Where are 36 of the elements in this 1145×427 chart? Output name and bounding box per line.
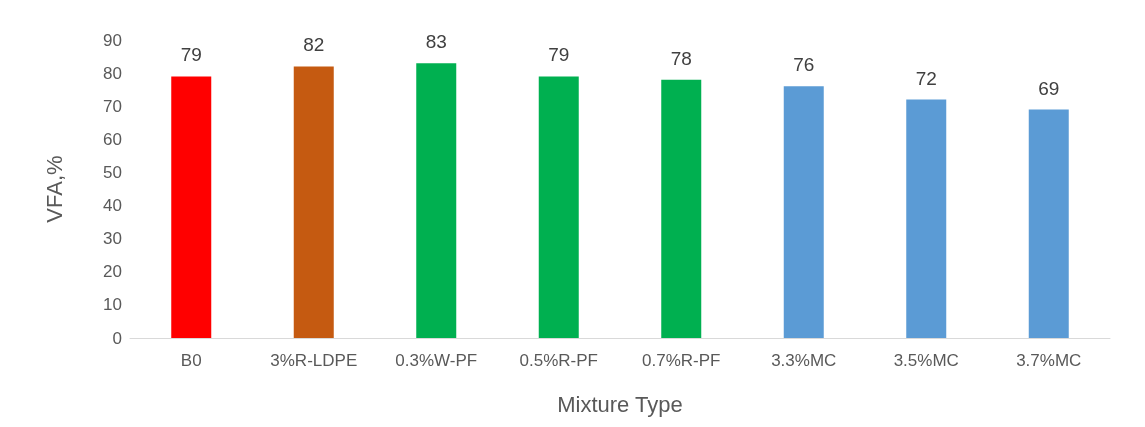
bar xyxy=(293,66,334,338)
x-tick-label: 3.7%MC xyxy=(1016,351,1082,370)
y-tick-label: 90 xyxy=(103,30,122,50)
x-axis-title: Mixture Type xyxy=(557,391,683,417)
bar xyxy=(906,99,947,338)
bar xyxy=(661,79,702,338)
y-tick-label: 70 xyxy=(103,96,122,116)
bar xyxy=(1028,109,1069,338)
data-label: 69 xyxy=(1038,77,1060,99)
x-tick-label: 3.5%MC xyxy=(893,351,959,370)
data-label: 78 xyxy=(670,47,692,69)
x-tick-label: 0.5%R-PF xyxy=(519,351,598,370)
y-tick-label: 30 xyxy=(103,229,122,249)
y-tick-label: 50 xyxy=(103,162,122,182)
data-label: 76 xyxy=(793,54,815,76)
y-tick-label: 20 xyxy=(103,262,122,282)
x-tick-label: B0 xyxy=(180,351,202,370)
x-tick-label: 3.3%MC xyxy=(771,351,837,370)
x-tick-label: 0.3%W-PF xyxy=(395,351,478,370)
data-label: 83 xyxy=(425,31,447,53)
data-label: 72 xyxy=(915,67,937,89)
y-tick-label: 80 xyxy=(103,63,122,83)
bar xyxy=(416,63,457,338)
y-tick-label: 0 xyxy=(112,328,122,348)
y-tick-label: 40 xyxy=(103,196,122,216)
bar xyxy=(538,76,579,338)
y-axis-title: VFA,% xyxy=(41,155,67,223)
data-label: 82 xyxy=(303,34,325,56)
data-label: 79 xyxy=(180,44,202,66)
data-label: 79 xyxy=(548,44,570,66)
y-tick-label: 60 xyxy=(103,129,122,149)
bar xyxy=(171,76,212,338)
x-tick-label: 3%R-LDPE xyxy=(270,351,358,370)
x-tick-label: 0.7%R-PF xyxy=(642,351,721,370)
bar xyxy=(783,86,824,338)
y-tick-label: 10 xyxy=(103,295,122,315)
